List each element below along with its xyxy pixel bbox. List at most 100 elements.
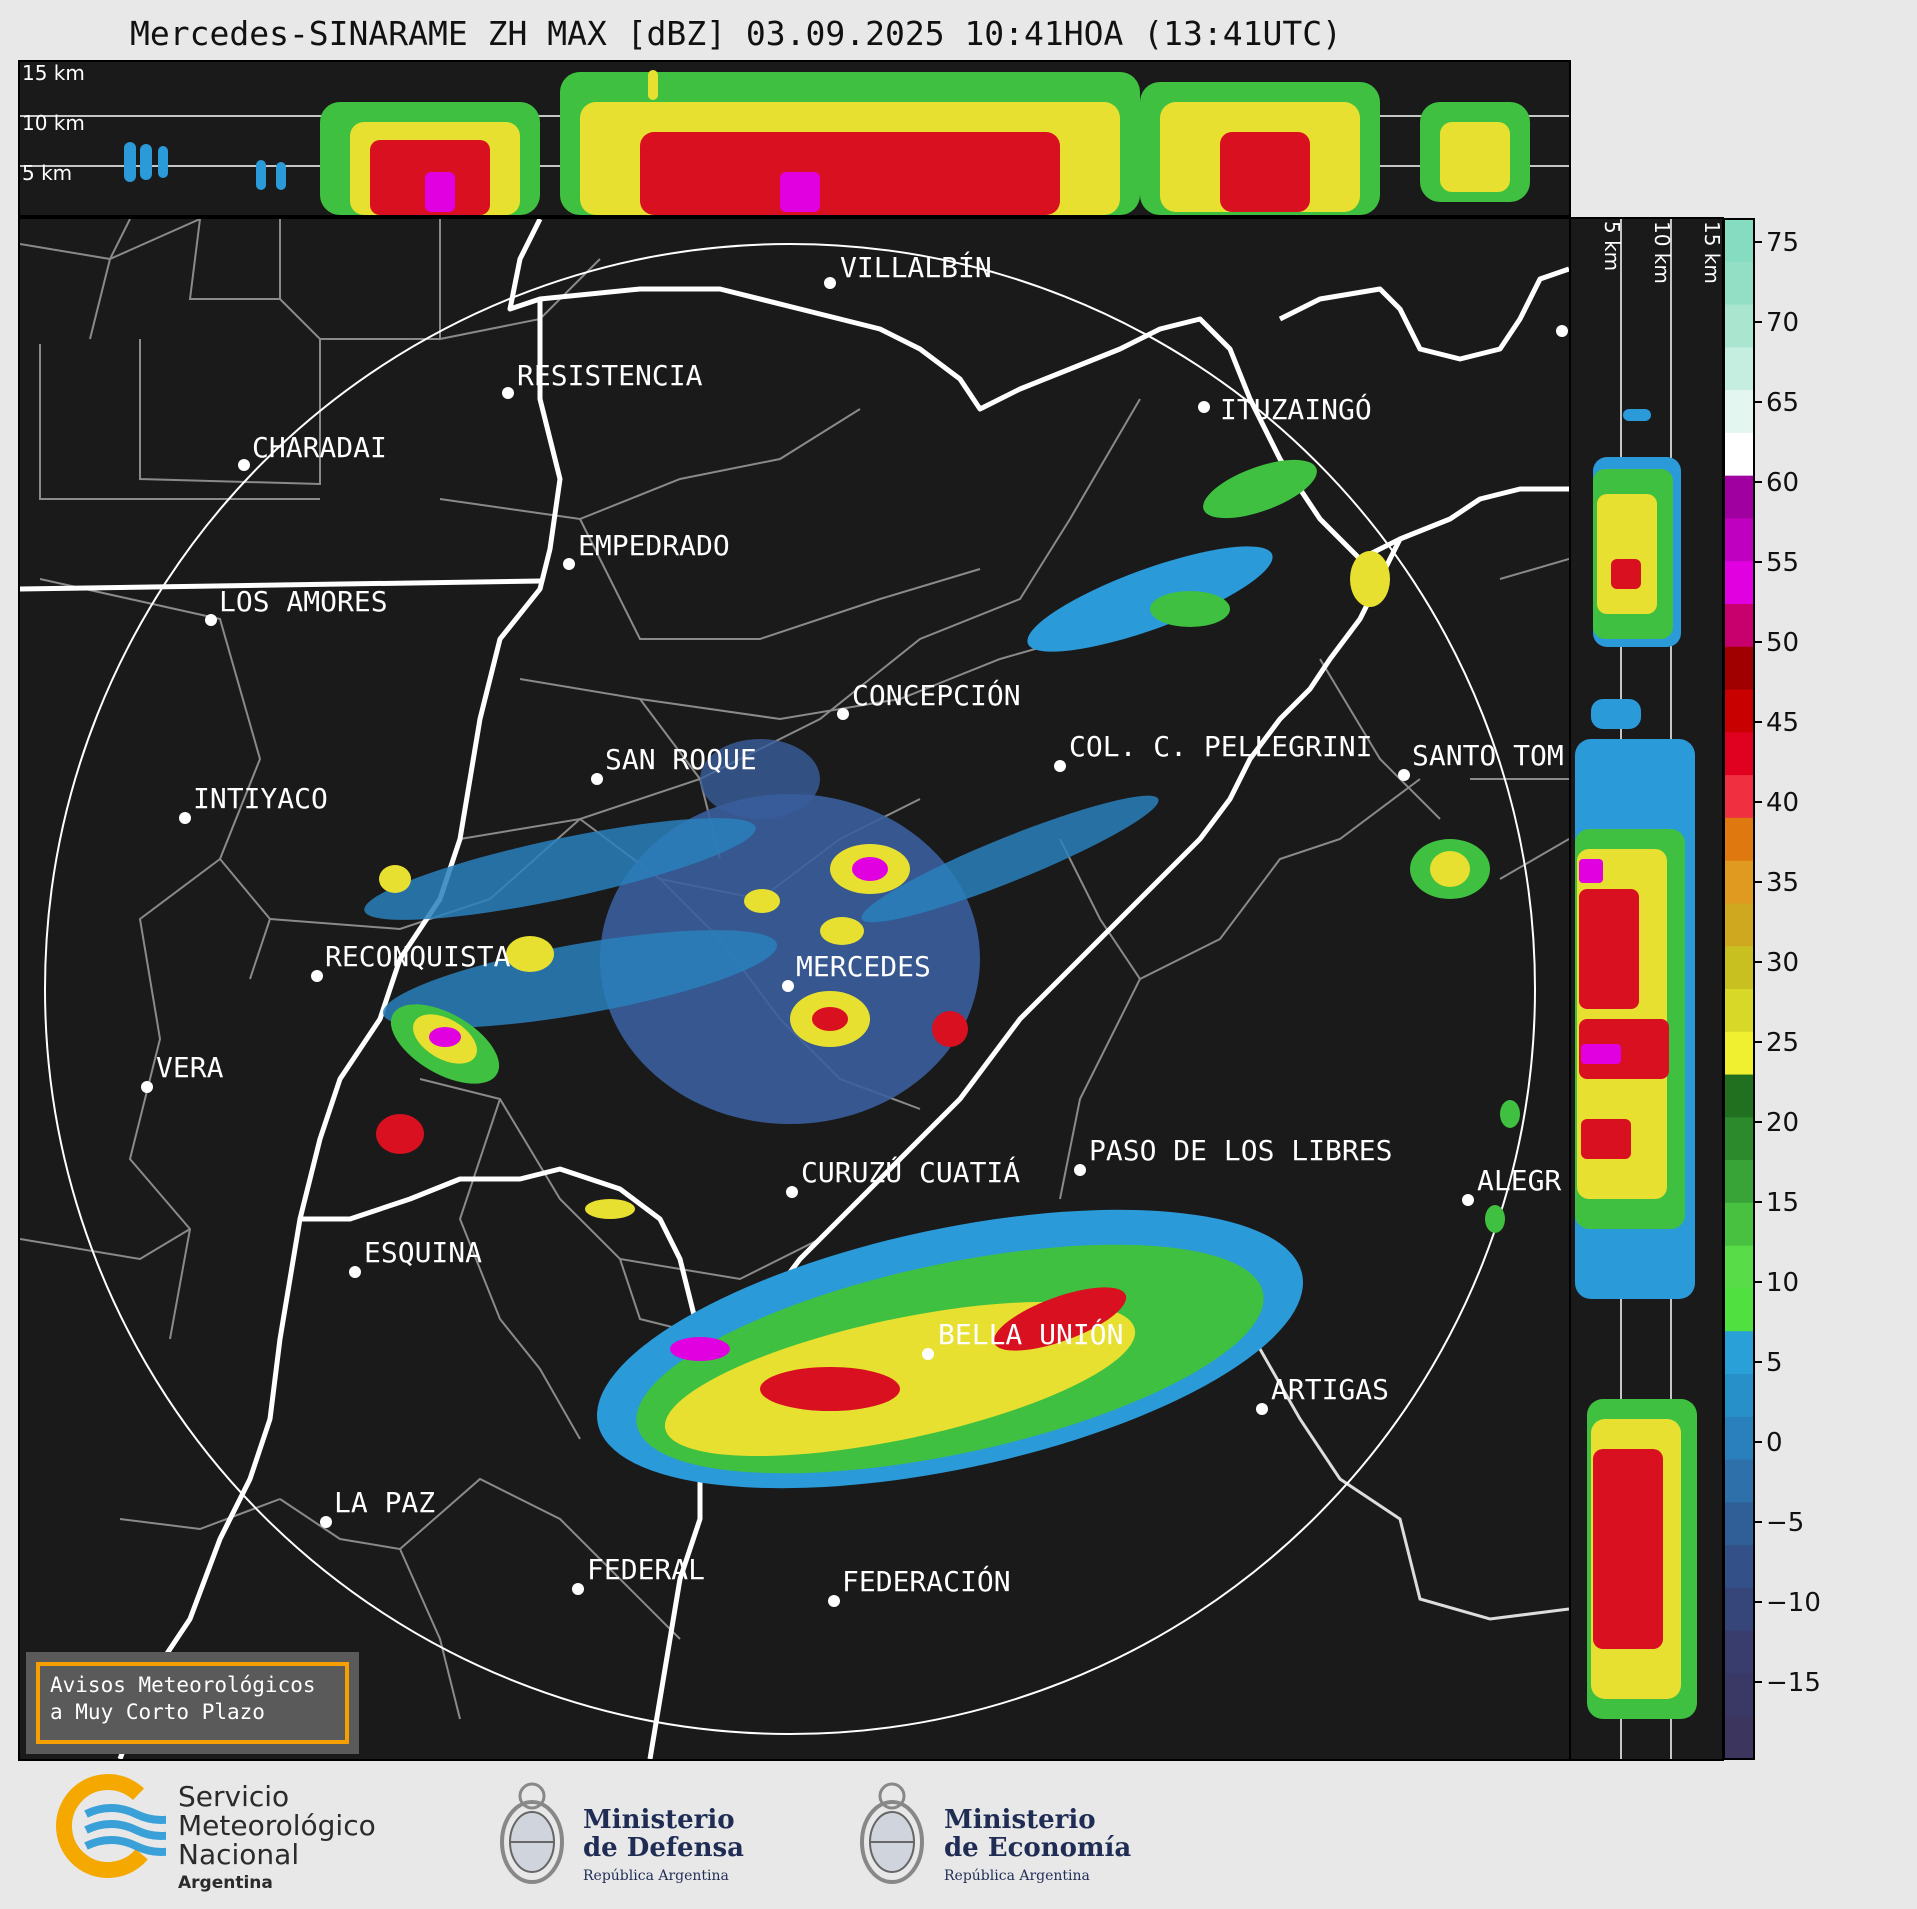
defensa-name: Ministerio de Defensa República Argentin… [583,1806,744,1890]
colorbar-swatch [1724,775,1754,819]
colorbar: 75 70 65 60 55 50 45 40 35 30 25 20 15 10 5 0 −5 −10 −15 [1722,217,1842,1761]
colorbar-swatch [1724,732,1754,776]
smn-name: Servicio Meteorológico Nacional Argentin… [178,1782,376,1898]
side-profile-panel: 5 km 10 km 15 km [1569,217,1724,1761]
range-ring [44,243,1536,1735]
colorbar-tick-label: 20 [1766,1108,1799,1138]
colorbar-swatch [1724,989,1754,1033]
colorbar-swatch [1724,1587,1754,1632]
side-profile-svg: 5 km 10 km 15 km [1575,219,1722,1759]
city-label-bella-union: BELLA UNIÓN [938,1317,1123,1351]
side-km-label-15: 15 km [1700,221,1722,284]
colorbar-swatch [1724,689,1754,733]
colorbar-swatch [1724,1416,1754,1461]
city-label-federacion: FEDERACIÓN [842,1564,1011,1598]
colorbar-tick-label: 30 [1766,948,1799,978]
colorbar-tick-label: 15 [1766,1188,1799,1218]
colorbar-tick-label: 75 [1766,228,1799,258]
colorbar-swatch [1724,817,1754,862]
radar-echoes [364,459,1520,1489]
top-profile-echoes [124,70,1530,215]
colorbar-tick-label: 55 [1766,548,1799,578]
side-km-label-5: 5 km [1600,221,1624,271]
city-label-ituzaingo: ITUZAINGÓ [1220,392,1372,426]
avisos-box[interactable]: Avisos Meteorológicos a Muy Corto Plazo [26,1652,359,1754]
top-profile-svg: 15 km 10 km 5 km [20,62,1569,215]
colorbar-tick-label: 40 [1766,788,1799,818]
colorbar-swatch [1724,475,1754,519]
colorbar-tick-label: 70 [1766,308,1799,338]
smn-line2: Meteorológico [178,1809,376,1842]
colorbar-swatch [1724,518,1754,562]
avisos-line1: Avisos Meteorológicos [50,1673,316,1697]
colorbar-swatch [1724,1288,1754,1332]
city-label-mercedes: MERCEDES [796,950,931,983]
colorbar-tick-label: 35 [1766,868,1799,898]
defensa-coat-of-arms-icon [500,1782,564,1884]
colorbar-tick-label: −10 [1766,1588,1821,1618]
city-label-resistencia: RESISTENCIA [517,359,703,392]
city-labels: VILLALBÍN RESISTENCIA CHARADAI ITUZAINGÓ… [156,250,1564,1598]
colorbar-swatch [1724,1031,1754,1076]
colorbar-border [1723,218,1755,1760]
side-profile-echoes [1575,409,1697,1719]
colorbar-tick-label: 60 [1766,468,1799,498]
colorbar-tick-label: 10 [1766,1268,1799,1298]
colorbar-swatch [1724,219,1754,263]
top-profile-panel: 15 km 10 km 5 km [18,60,1571,217]
colorbar-swatch [1724,1502,1754,1546]
colorbar-swatch [1724,646,1754,691]
smn-line1: Servicio [178,1780,290,1813]
smn-line4: Argentina [178,1873,273,1893]
colorbar-tick-label: −15 [1766,1668,1821,1698]
city-label-col-pellegrini: COL. C. PELLEGRINI [1069,730,1372,763]
economia-name: Ministerio de Economía República Argenti… [944,1806,1131,1890]
city-label-federal: FEDERAL [587,1553,705,1586]
city-label-artigas: ARTIGAS [1271,1373,1389,1406]
economia-line2: de Economía [944,1833,1132,1863]
smn-logo-icon [56,1774,166,1878]
city-label-charadai: CHARADAI [252,431,387,464]
city-label-reconquista: RECONQUISTA [325,940,511,973]
colorbar-tick-label: 45 [1766,708,1799,738]
economia-line3: República Argentina [944,1868,1090,1884]
colorbar-swatch [1724,946,1754,990]
map-svg: VILLALBÍN RESISTENCIA CHARADAI ITUZAINGÓ… [20,219,1569,1759]
colorbar-swatch [1724,1245,1754,1289]
colorbar-swatch [1724,903,1754,947]
city-label-paso-de-los-libres: PASO DE LOS LIBRES [1089,1134,1392,1167]
colorbar-tick-label: 65 [1766,388,1799,418]
colorbar-swatch [1724,1459,1754,1503]
top-km-label-10: 10 km [22,111,85,135]
colorbar-swatch [1724,1117,1754,1161]
colorbar-swatch [1724,860,1754,904]
defensa-line2: de Defensa [583,1833,744,1863]
colorbar-swatch [1724,390,1754,434]
colorbar-swatch [1724,304,1754,348]
colorbar-tick-label: −5 [1766,1508,1804,1538]
city-label-san-roque: SAN ROQUE [605,743,757,776]
colorbar-swatch [1724,1202,1754,1247]
city-dots [141,277,1568,1607]
city-label-curuzu-cuatia: CURUZÚ CUATIÁ [801,1155,1020,1189]
defensa-line1: Ministerio [583,1805,735,1835]
colorbar-tick-label: 25 [1766,1028,1799,1058]
colorbar-swatch [1724,432,1754,477]
colorbar-swatch [1724,604,1754,648]
avisos-line2: a Muy Corto Plazo [50,1700,265,1724]
city-label-esquina: ESQUINA [364,1236,482,1269]
city-label-vera: VERA [156,1051,224,1084]
top-km-label-15: 15 km [22,62,85,85]
colorbar-swatch [1724,261,1754,306]
colorbar-swatch [1724,1374,1754,1418]
economia-line1: Ministerio [944,1805,1096,1835]
colorbar-swatch [1724,1716,1754,1760]
smn-line3: Nacional [178,1838,300,1871]
colorbar-tick-label: 50 [1766,628,1799,658]
city-label-los-amores: LOS AMORES [219,585,388,618]
colorbar-swatch [1724,1673,1754,1717]
colorbar-tick-label: 0 [1766,1428,1783,1458]
avisos-inner: Avisos Meteorológicos a Muy Corto Plazo [36,1662,349,1744]
top-km-label-5: 5 km [22,161,72,185]
